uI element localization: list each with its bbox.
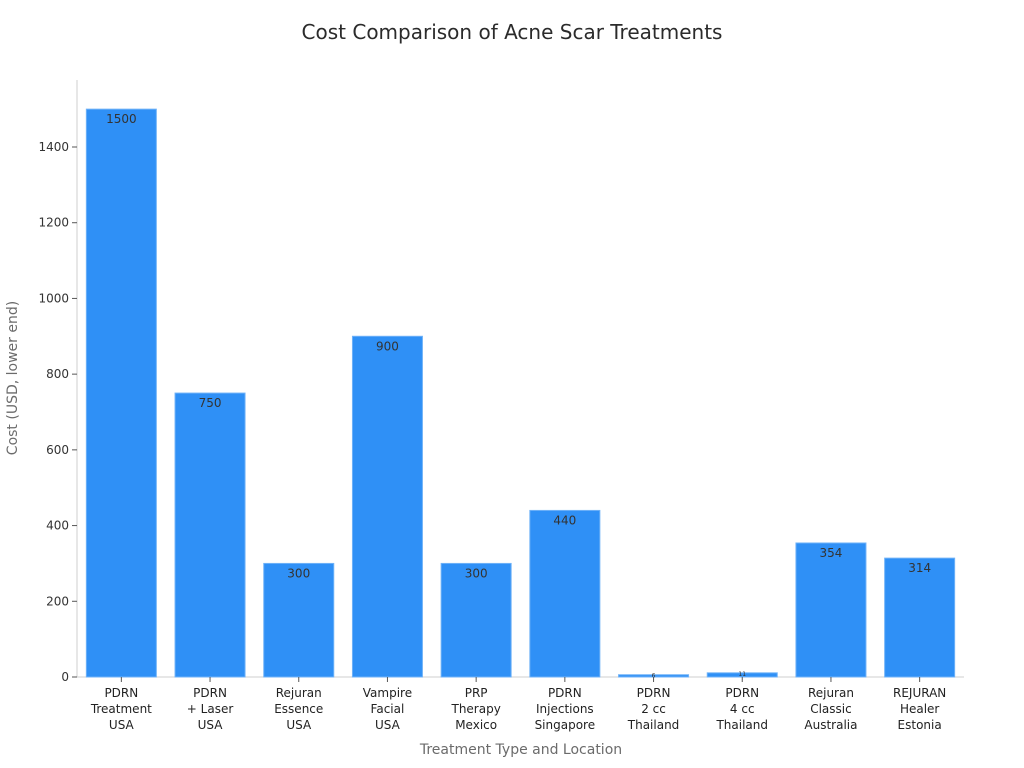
x-tick-label: PDRN <box>193 686 227 700</box>
x-tick-label: 4 cc <box>730 702 755 716</box>
chart-title: Cost Comparison of Acne Scar Treatments <box>301 20 723 44</box>
bar[interactable] <box>351 335 423 678</box>
bar-value-label: 900 <box>376 339 399 353</box>
bar-value-label: 354 <box>819 546 842 560</box>
x-tick-label: Estonia <box>898 718 942 732</box>
y-tick-label: 200 <box>46 594 69 608</box>
x-tick-label: Healer <box>900 702 939 716</box>
x-tick-label: Facial <box>371 702 405 716</box>
x-tick-label: Treatment <box>90 702 152 716</box>
x-tick-label: PRP <box>465 686 488 700</box>
bar[interactable] <box>85 108 157 678</box>
x-tick-label: Injections <box>536 702 594 716</box>
bar[interactable] <box>529 509 601 678</box>
x-tick-label: USA <box>109 718 135 732</box>
y-tick-label: 1000 <box>38 291 69 305</box>
y-tick-label: 800 <box>46 367 69 381</box>
bar-value-label: 314 <box>908 561 931 575</box>
bar[interactable] <box>263 562 335 678</box>
bar-value-label: 750 <box>199 396 222 410</box>
bar-value-label: 300 <box>465 566 488 580</box>
x-tick-label: Essence <box>274 702 323 716</box>
x-axis-label: Treatment Type and Location <box>419 742 623 758</box>
x-tick-label: PDRN <box>725 686 759 700</box>
x-tick-label: Rejuran <box>808 686 854 700</box>
bar-value-label: 440 <box>553 513 576 527</box>
x-tick-label: USA <box>286 718 312 732</box>
y-tick-label: 1200 <box>38 216 69 230</box>
x-tick-label: + Laser <box>187 702 234 716</box>
bar[interactable] <box>884 557 956 678</box>
x-tick-label: 2 cc <box>641 702 666 716</box>
bar[interactable] <box>174 392 246 678</box>
x-tick-label: Australia <box>804 718 857 732</box>
bar[interactable] <box>795 542 867 678</box>
x-tick-label: PDRN <box>104 686 138 700</box>
bar-value-label: 300 <box>287 566 310 580</box>
bar-value-label: 6 <box>652 673 656 680</box>
x-tick-label: Thailand <box>715 718 768 732</box>
x-tick-label: Rejuran <box>276 686 322 700</box>
x-tick-label: Singapore <box>535 718 596 732</box>
x-tick-label: Mexico <box>455 718 497 732</box>
bar-value-label: 1500 <box>106 112 137 126</box>
x-tick-label: Classic <box>810 702 852 716</box>
bar[interactable] <box>440 562 512 678</box>
x-tick-label: Thailand <box>627 718 680 732</box>
x-tick-label: Therapy <box>450 702 500 716</box>
x-tick-label: PDRN <box>548 686 582 700</box>
x-tick-label: Vampire <box>363 686 412 700</box>
y-tick-label: 0 <box>61 670 69 684</box>
x-tick-label: USA <box>375 718 401 732</box>
x-tick-label: PDRN <box>637 686 671 700</box>
y-tick-label: 1400 <box>38 140 69 154</box>
bar-value-label: 11 <box>738 671 746 678</box>
y-tick-label: 600 <box>46 443 69 457</box>
x-tick-label: REJURAN <box>893 686 946 700</box>
y-tick-label: 400 <box>46 519 69 533</box>
x-tick-label: USA <box>198 718 224 732</box>
